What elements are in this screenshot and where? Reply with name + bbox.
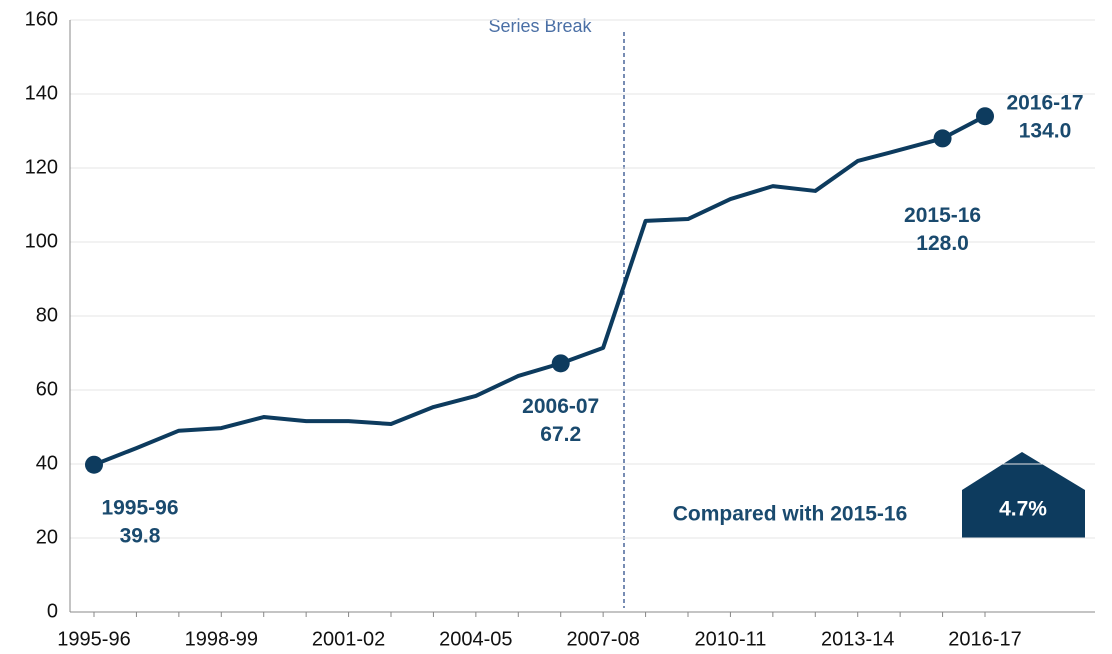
data-label: 134.0 (1019, 120, 1072, 143)
y-tick-label: 80 (36, 304, 58, 326)
x-tick-label: 2004-05 (439, 628, 512, 650)
y-tick-label: 0 (47, 600, 58, 622)
y-tick-label: 140 (25, 82, 58, 104)
change-arrow (962, 452, 1085, 538)
point-marker (551, 354, 570, 373)
point-marker (85, 455, 103, 474)
data-label: 128.0 (916, 232, 969, 255)
x-tick-label: 2001-02 (312, 628, 385, 650)
comparison-text: Compared with 2015-16 (673, 503, 908, 526)
y-tick-label: 60 (36, 378, 58, 400)
change-label: 4.7% (999, 498, 1047, 521)
point-category-label: 2015-16 (904, 204, 981, 227)
data-label: 39.8 (120, 524, 161, 547)
x-tick-label: 1995-96 (57, 628, 130, 650)
point-marker (933, 129, 952, 148)
point-category-label: 1995-96 (101, 496, 178, 519)
x-tick-label: 1998-99 (185, 628, 258, 650)
y-tick-label: 160 (25, 8, 58, 30)
x-tick-label: 2013-14 (821, 628, 894, 650)
point-category-label: 2016-17 (1006, 92, 1083, 115)
y-tick-label: 120 (25, 156, 58, 178)
x-tick-label: 2010-11 (694, 628, 766, 650)
y-tick-label: 40 (36, 452, 58, 474)
line (93, 114, 986, 467)
series-break-label: Series Break (488, 16, 592, 36)
data-label: 67.2 (540, 423, 581, 446)
point-marker (976, 107, 994, 126)
point-category-label: 2006-07 (522, 395, 599, 418)
x-tick-label: 2016-17 (948, 628, 1021, 650)
y-tick-label: 100 (25, 230, 58, 252)
y-tick-label: 20 (36, 526, 58, 548)
x-tick-label: 2007-08 (566, 628, 639, 650)
